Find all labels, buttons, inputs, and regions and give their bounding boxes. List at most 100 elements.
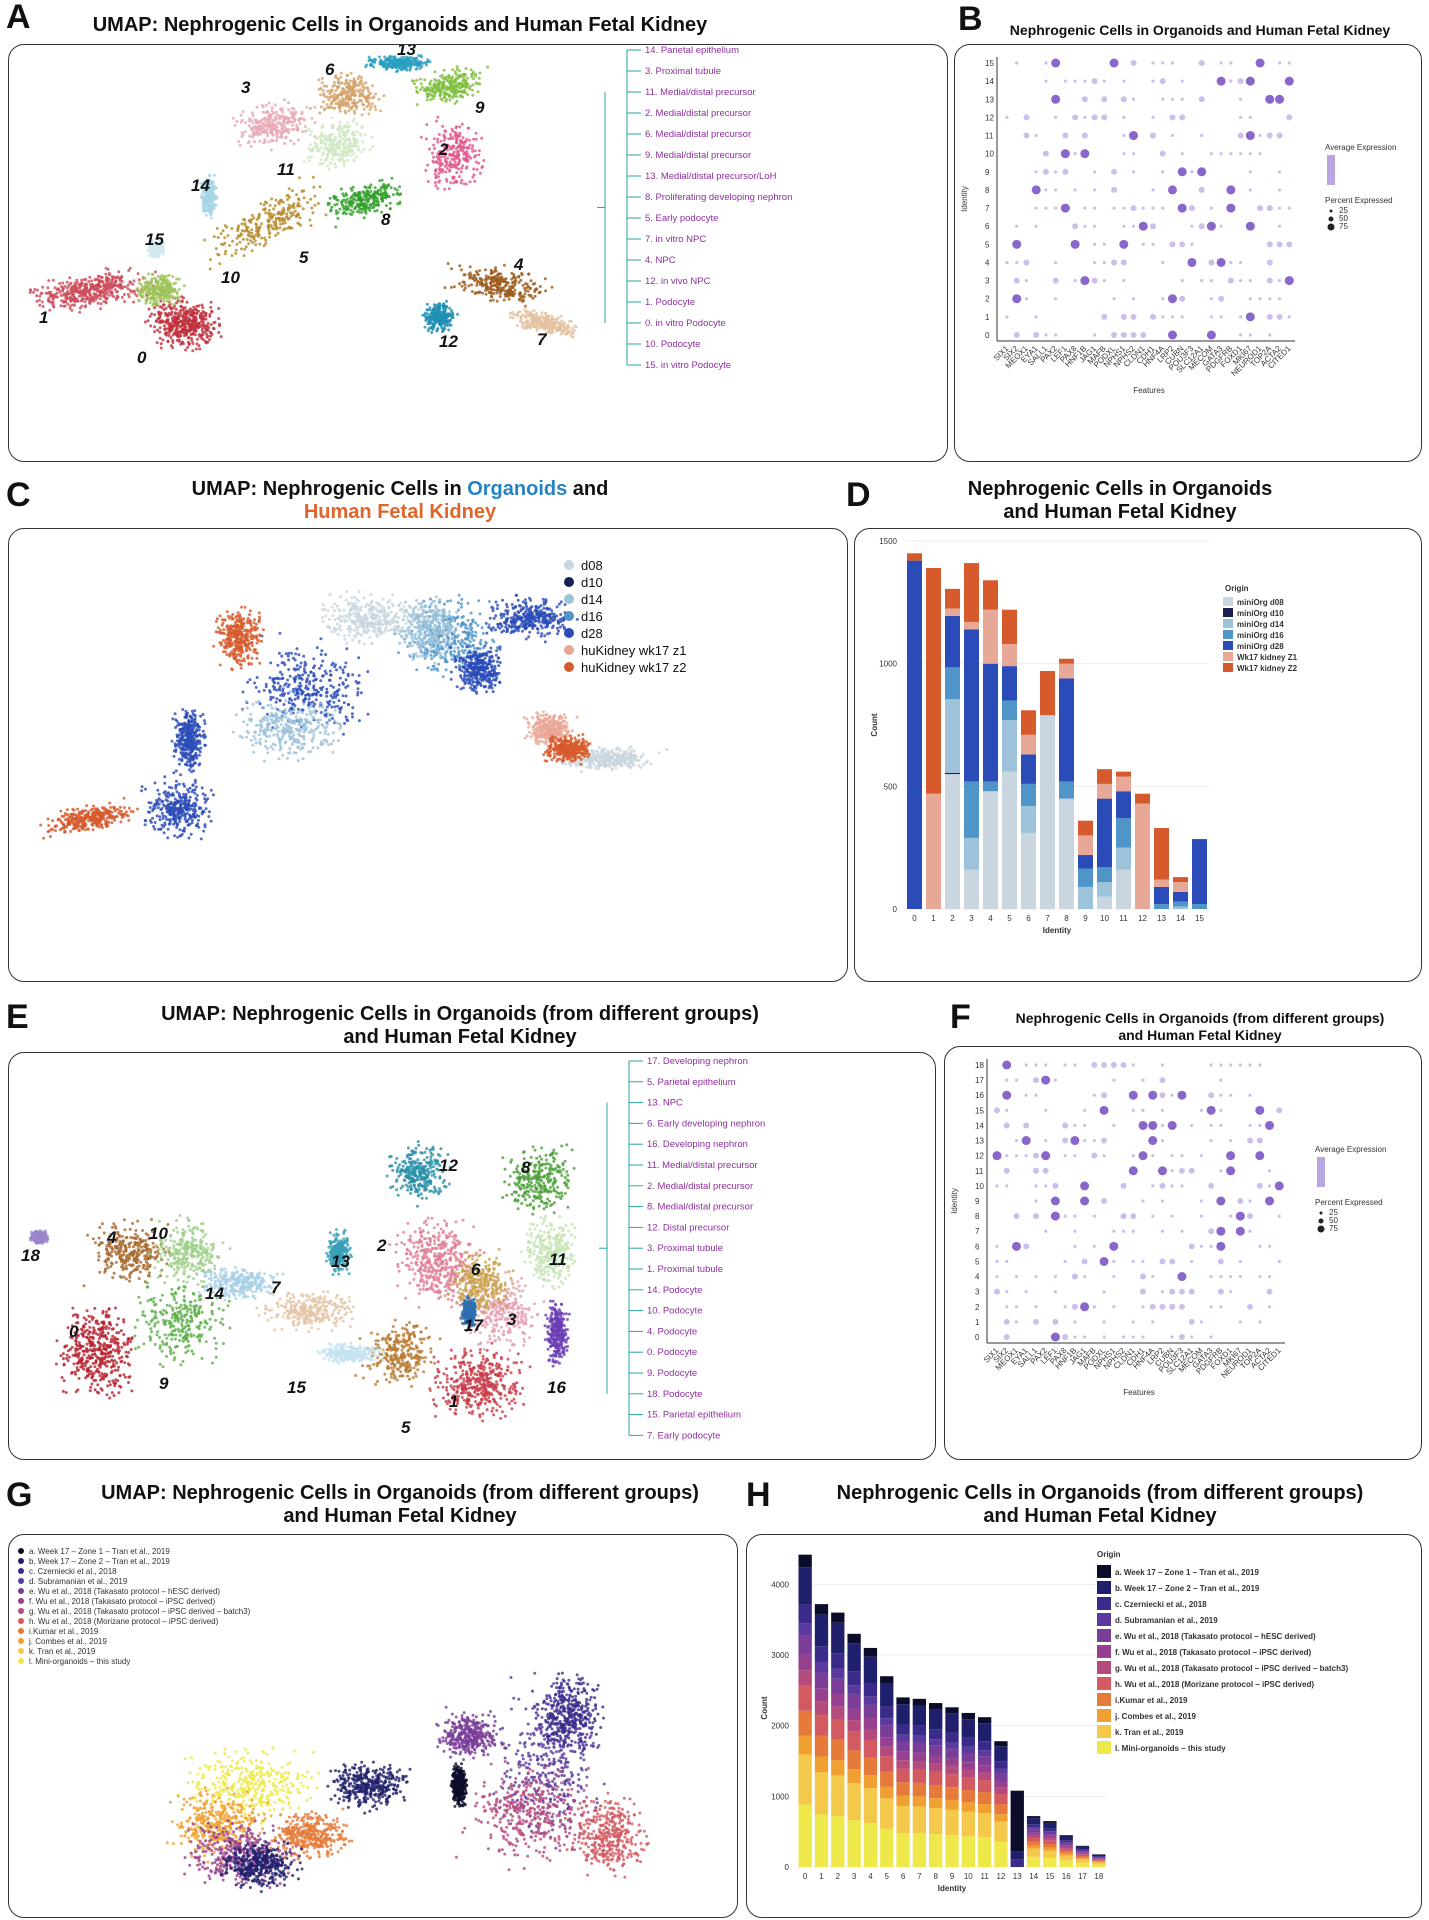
dotplot-f-dot [1109, 1241, 1119, 1251]
dotplot-f-ytick: 7 [975, 1227, 980, 1236]
umap-g-legend-label: j. Combes et al., 2019 [28, 1637, 107, 1646]
panel-h: 0 1000 2000 3000 4000 0 1 2 3 4 5 6 7 8 9 10 11 12 13 14 15 1… [746, 1534, 1422, 1918]
umap-c-legend-label: d08 [581, 558, 603, 573]
dotplot-b-dot [1054, 333, 1058, 337]
dotplot-b-dot [1286, 114, 1293, 121]
bar-h-legend-label: l. Mini-organoids – this study [1115, 1744, 1226, 1753]
dotplot-f-dot [1265, 1120, 1275, 1130]
dotplot-b-dot [1044, 206, 1048, 210]
bar-h-segment [831, 1775, 845, 1817]
dotplot-f-dot [1003, 1334, 1010, 1340]
dotplot-f-dot [1005, 1078, 1009, 1082]
bar-h-segment [929, 1763, 943, 1772]
bar-h-segment [929, 1834, 943, 1867]
dotplot-f-dot [1110, 1062, 1117, 1068]
dotplot-f-dot [1199, 1108, 1203, 1112]
umap-g-legend-label: e. Wu et al., 2018 (Takasato protocol – … [29, 1587, 220, 1596]
umap-a-cluster-0 [143, 293, 223, 353]
bar-h-segment [863, 1647, 878, 1657]
dotplot-b-dot [1177, 167, 1187, 177]
umap-g-legend-swatch [18, 1658, 24, 1664]
dotplot-b-dot [1248, 297, 1252, 301]
bar-d-segment [1116, 791, 1131, 819]
bar-h-segment [945, 1787, 959, 1800]
bar-h-segment [961, 1762, 975, 1770]
bar-h-segment [831, 1668, 845, 1679]
dotplot-f-dot [1083, 1138, 1087, 1143]
dotplot-b-dot [1266, 313, 1273, 320]
bar-h-segment [814, 1688, 829, 1702]
dotplot-b-dot [1131, 170, 1136, 174]
dotplot-b-dot [1122, 79, 1126, 83]
dotplot-b-dot [1063, 79, 1067, 83]
dotplot-b-dot [1227, 277, 1234, 284]
dotplot-b-size-dot [1329, 209, 1333, 213]
dotplot-b-dot [1141, 206, 1145, 210]
dotplot-b-size-label: 25 [1339, 206, 1348, 215]
bar-h-segment [1043, 1835, 1057, 1839]
dotplot-b-dot [1208, 259, 1215, 266]
dotplot-b-dot [1102, 79, 1106, 83]
dotplot-f-dot [1238, 1320, 1242, 1324]
bar-d-segment [1116, 776, 1131, 792]
dotplot-b-dot [1161, 97, 1165, 101]
bar-d-legend-swatch [1223, 619, 1233, 628]
bar-h-segment [863, 1656, 878, 1683]
dotplot-f-dot [1160, 1229, 1165, 1233]
dotplot-b-dot [1179, 114, 1186, 121]
dotplot-f-dot [1101, 1137, 1108, 1144]
dotplot-b-dot [1248, 115, 1252, 119]
dotplot-f-dot [1248, 1063, 1252, 1067]
dotplot-f-dot [1050, 1332, 1060, 1342]
umap-g-legend-swatch [18, 1558, 24, 1564]
bar-h-segment [1026, 1832, 1041, 1835]
dotplot-f-ylabel: Identity [950, 1188, 959, 1214]
dotplot-f-dot [1071, 1303, 1078, 1310]
umap-e-cluster-17 [459, 1294, 477, 1332]
dotplot-b-dot [1209, 297, 1213, 301]
bar-h-segment [1092, 1857, 1106, 1858]
umap-c-group-9 [522, 710, 579, 747]
panel-c: d08 d10 d14 d16 d28 huKidney wk17 z1 huKidney … [8, 528, 848, 982]
dotplot-f-dot [1141, 1199, 1145, 1203]
bar-h-segment [863, 1704, 878, 1719]
dotplot-f-dot [1258, 1320, 1262, 1324]
dotplot-f-dot [1247, 1213, 1254, 1220]
dotplot-f-dot [1080, 1196, 1090, 1206]
bar-h-legend-label: c. Czerniecki et al., 2018 [1115, 1600, 1207, 1609]
dotplot-b-dot [1111, 168, 1118, 175]
dotplot-b-dot [1209, 315, 1213, 319]
panel-b: 0 1 2 3 4 5 6 7 8 9 10 11 12 13 14 15 SIX1 SIX2 MEOX1 EYA1 S… [954, 44, 1422, 462]
bar-h-legend-swatch [1097, 1661, 1111, 1674]
dotplot-b-dot [1229, 61, 1233, 65]
dotplot-b-dot [1229, 152, 1233, 156]
dotplot-f-dot [1112, 1274, 1116, 1279]
bar-d-segment [1040, 715, 1055, 909]
dotplot-f-dot [1267, 1184, 1272, 1188]
umap-g-legend-label: b. Week 17 – Zone 2 – Tran et al., 2019 [29, 1557, 170, 1566]
bar-h-segment [1043, 1847, 1057, 1851]
dotplot-f-dot [1063, 1305, 1067, 1309]
bar-d-segment [1021, 754, 1036, 784]
dotplot-f-dot [1216, 1226, 1226, 1236]
dotplot-b-dot [1245, 76, 1255, 86]
dotplot-b-dot [1130, 60, 1137, 66]
dotplot-f-dot [1226, 1166, 1236, 1176]
bar-h-segment [847, 1769, 861, 1784]
dotplot-f-dot [1219, 1274, 1223, 1279]
dotplot-b-dot [1277, 170, 1282, 174]
dotplot-b-dot [1198, 186, 1205, 193]
bar-h-xtick: 0 [803, 1872, 808, 1881]
dotplot-f-dot [1248, 1199, 1252, 1203]
bar-h-segment [961, 1777, 975, 1790]
panel-h-title-1: Nephrogenic Cells in Organoids (from dif… [837, 1482, 1364, 1504]
dotplot-f-dot [1238, 1259, 1242, 1264]
bar-h-segment [912, 1833, 927, 1867]
umap-c-legend-label: d14 [581, 592, 603, 607]
dotplot-b-ytick: 9 [985, 168, 990, 177]
panel-c-title: UMAP: Nephrogenic Cells in Organoids and… [120, 478, 680, 524]
bar-d-xtick: 10 [1100, 914, 1109, 923]
dotplot-b-dot [1122, 224, 1126, 228]
bar-d-segment [1154, 879, 1169, 887]
